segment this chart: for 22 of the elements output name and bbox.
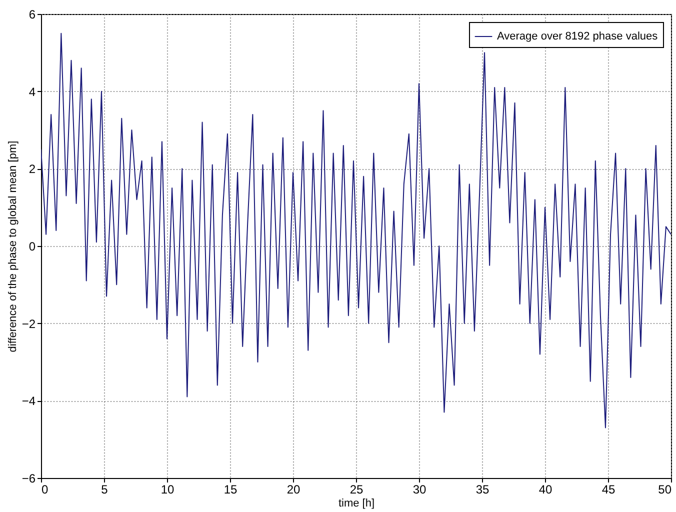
legend-label: Average over 8192 phase values bbox=[497, 30, 658, 42]
x-tick-label: 40 bbox=[538, 482, 552, 496]
x-tick-label: 15 bbox=[224, 482, 238, 496]
y-axis-title: difference of the phase to global mean [pm] bbox=[6, 140, 19, 352]
y-tick-label: −6 bbox=[22, 472, 36, 486]
x-tick-label: 20 bbox=[286, 482, 300, 496]
x-tick-label: 5 bbox=[101, 482, 108, 496]
x-axis-title: time [h] bbox=[338, 498, 375, 510]
y-tick-label: 2 bbox=[28, 162, 36, 176]
x-tick-label: 25 bbox=[350, 482, 364, 496]
x-tick-label: 35 bbox=[476, 482, 490, 496]
x-tick-label: 30 bbox=[412, 482, 426, 496]
x-tick-label: 10 bbox=[160, 482, 174, 496]
y-tick-label: −4 bbox=[22, 394, 36, 408]
y-tick-label: −2 bbox=[22, 316, 36, 331]
x-tick-label: 0 bbox=[42, 482, 48, 496]
y-tick-label: 0 bbox=[28, 240, 36, 254]
x-tick-label: 45 bbox=[602, 482, 616, 496]
y-tick-label: 6 bbox=[28, 8, 36, 22]
line-series bbox=[41, 32, 671, 428]
y-tick-label: 4 bbox=[28, 84, 36, 99]
x-tick-label: 50 bbox=[658, 482, 672, 496]
